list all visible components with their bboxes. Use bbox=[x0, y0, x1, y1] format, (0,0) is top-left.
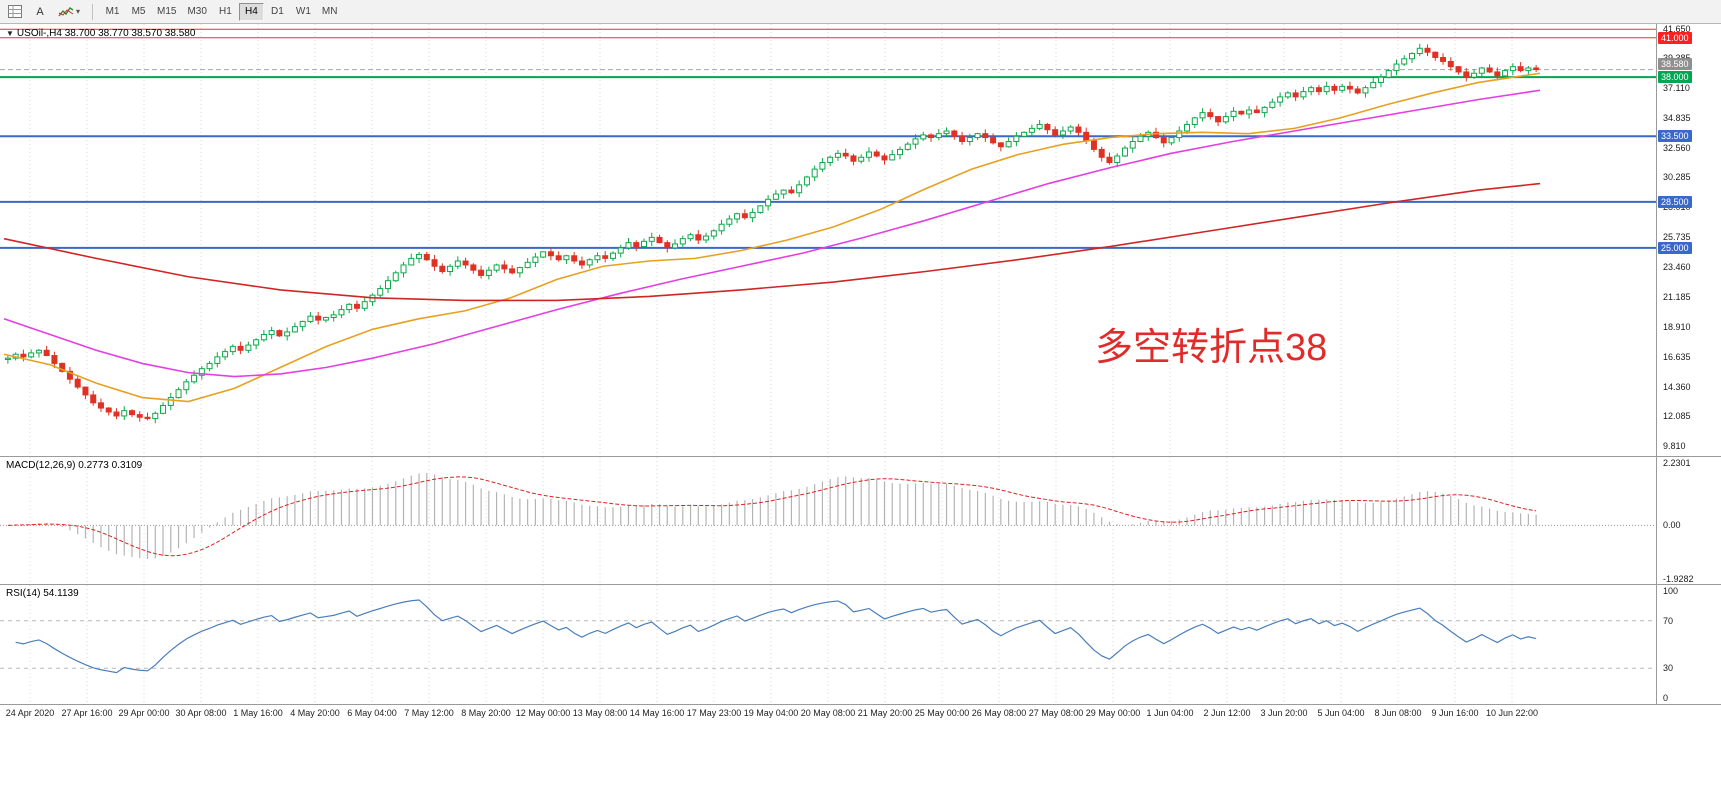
fast-ma bbox=[3, 72, 1541, 403]
symbol-dropdown-triangle-icon[interactable]: ▼ bbox=[6, 29, 14, 38]
time-axis-label: 1 Jun 04:00 bbox=[1146, 708, 1194, 718]
macd-title: MACD(12,26,9) 0.2773 0.3109 bbox=[6, 460, 143, 471]
macd-canvas[interactable] bbox=[0, 457, 1656, 584]
time-axis-label: 27 May 08:00 bbox=[1028, 708, 1084, 718]
main-chart-panel: ▼ USOil-,H4 38.700 38.770 38.570 38.580 多… bbox=[0, 24, 1721, 456]
rsi-axis-tick: 0 bbox=[1663, 693, 1669, 703]
time-axis-label: 30 Apr 08:00 bbox=[175, 708, 227, 718]
time-axis-label: 2 Jun 12:00 bbox=[1203, 708, 1251, 718]
price-axis-tick: 30.285 bbox=[1663, 172, 1691, 183]
time-axis-label: 24 Apr 2020 bbox=[5, 708, 55, 718]
timeframe-button-d1[interactable]: D1 bbox=[271, 6, 284, 17]
time-axis-label: 6 May 04:00 bbox=[347, 708, 397, 718]
price-axis-tick: 37.110 bbox=[1663, 82, 1690, 93]
price-axis-tick: 12.085 bbox=[1663, 411, 1691, 422]
time-axis-label: 13 May 08:00 bbox=[572, 708, 628, 718]
rsi-axis-tick: 100 bbox=[1663, 586, 1679, 596]
chart-grid-icon[interactable] bbox=[3, 2, 27, 22]
timeframe-button-h1[interactable]: H1 bbox=[219, 6, 232, 17]
indicators-button[interactable]: ▾ bbox=[53, 2, 85, 22]
bottom-empty-area bbox=[0, 721, 1721, 791]
time-axis-label: 8 May 20:00 bbox=[461, 708, 511, 718]
rsi-axis-tick: 70 bbox=[1663, 615, 1674, 626]
rsi-panel: RSI(14) 54.1139 100 70 30 0 bbox=[0, 584, 1721, 704]
timeframe-button-m1[interactable]: M1 bbox=[105, 6, 120, 17]
macd-axis-tick: -1.9282 bbox=[1663, 574, 1694, 584]
macd-axis-tick: 2.2301 bbox=[1663, 458, 1691, 469]
price-axis-tick: 34.835 bbox=[1663, 112, 1691, 123]
macd-axis-tick: 0.00 bbox=[1663, 520, 1681, 531]
timeframe-button-m5[interactable]: M5 bbox=[131, 6, 146, 17]
timeframe-button-h4[interactable]: H4 bbox=[238, 2, 264, 21]
time-axis-label: 19 May 04:00 bbox=[743, 708, 799, 718]
price-axis-tick: 9.810 bbox=[1663, 441, 1686, 452]
price-axis-tick: 21.185 bbox=[1663, 291, 1691, 302]
time-axis-label: 4 May 20:00 bbox=[290, 708, 340, 718]
time-axis-label: 9 Jun 16:00 bbox=[1431, 708, 1479, 718]
time-axis-label: 1 May 16:00 bbox=[233, 708, 283, 718]
time-axis-label: 8 Jun 08:00 bbox=[1374, 708, 1422, 718]
rsi-title: RSI(14) 54.1139 bbox=[6, 588, 79, 599]
price-level-flag: 28.500 bbox=[1658, 195, 1692, 208]
current-price-flag: 38.580 bbox=[1658, 57, 1692, 70]
price-axis-tick: 23.460 bbox=[1663, 262, 1691, 273]
price-level-flag: 33.500 bbox=[1658, 130, 1692, 143]
price-axis[interactable]: 41.65039.38537.11034.83532.56030.28528.0… bbox=[1656, 24, 1721, 456]
slow-ma bbox=[3, 182, 1541, 302]
time-axis-label: 29 May 00:00 bbox=[1085, 708, 1141, 718]
main-chart-canvas[interactable] bbox=[0, 24, 1656, 456]
time-axis-label: 17 May 23:00 bbox=[686, 708, 742, 718]
toolbar: A ▾ M1 M5 M15 M30 H1 H4 D1 W1 MN bbox=[0, 0, 1721, 24]
macd-signal-line bbox=[7, 476, 1537, 557]
timeframe-buttons: M1 M5 M15 M30 H1 H4 D1 W1 MN bbox=[100, 2, 342, 21]
time-axis-label: 21 May 20:00 bbox=[857, 708, 913, 718]
chevron-down-icon: ▾ bbox=[76, 7, 81, 16]
rsi-axis-tick: 30 bbox=[1663, 663, 1674, 674]
timeframe-button-m15[interactable]: M15 bbox=[157, 6, 177, 17]
time-axis-label: 27 Apr 16:00 bbox=[61, 708, 113, 718]
time-axis-label: 5 Jun 04:00 bbox=[1317, 708, 1365, 718]
chart-ohlc-title: ▼ USOil-,H4 38.700 38.770 38.570 38.580 bbox=[6, 28, 195, 39]
time-axis-label: 26 May 08:00 bbox=[971, 708, 1027, 718]
price-axis-tick: 16.635 bbox=[1663, 351, 1691, 362]
indicator-line-icon bbox=[58, 6, 74, 16]
macd-panel: MACD(12,26,9) 0.2773 0.3109 2.2301 0.00 -1… bbox=[0, 456, 1721, 584]
time-axis-label: 20 May 08:00 bbox=[800, 708, 856, 718]
time-axis[interactable]: 24 Apr 2020 27 Apr 16:00 29 Apr 00:00 30 Ap… bbox=[0, 704, 1721, 721]
timeframe-button-mn[interactable]: MN bbox=[321, 6, 338, 17]
text-tool-button[interactable]: A bbox=[36, 5, 44, 18]
price-level-flag: 41.000 bbox=[1658, 31, 1692, 44]
chart-text-annotation: 多空转折点38 bbox=[1095, 327, 1328, 369]
time-axis-label: 29 Apr 00:00 bbox=[118, 708, 170, 718]
price-axis-tick: 18.910 bbox=[1663, 321, 1691, 332]
toolbar-separator bbox=[92, 3, 94, 20]
time-axis-label: 12 May 00:00 bbox=[515, 708, 571, 718]
time-axis-label: 3 Jun 20:00 bbox=[1260, 708, 1308, 718]
price-level-flag: 38.000 bbox=[1658, 71, 1692, 84]
timeframe-button-w1[interactable]: W1 bbox=[295, 6, 311, 17]
macd-axis[interactable]: 2.2301 0.00 -1.9282 bbox=[1656, 457, 1721, 584]
rsi-axis[interactable]: 100 70 30 0 bbox=[1656, 585, 1721, 704]
medium-ma bbox=[3, 89, 1541, 378]
time-axis-label: 10 Jun 22:00 bbox=[1485, 708, 1539, 718]
price-axis-tick: 14.360 bbox=[1663, 381, 1691, 392]
price-axis-tick: 32.560 bbox=[1663, 142, 1691, 153]
time-axis-label: 25 May 00:00 bbox=[914, 708, 970, 718]
time-axis-label: 7 May 12:00 bbox=[404, 708, 454, 718]
chart-ohlc-text: USOil-,H4 38.700 38.770 38.570 38.580 bbox=[16, 28, 196, 39]
rsi-canvas[interactable] bbox=[0, 585, 1656, 704]
price-axis-tick: 25.735 bbox=[1663, 232, 1691, 243]
timeframe-button-m30[interactable]: M30 bbox=[187, 6, 207, 17]
rsi-line bbox=[15, 599, 1537, 674]
time-axis-label: 14 May 16:00 bbox=[629, 708, 685, 718]
price-level-flag: 25.000 bbox=[1658, 241, 1692, 254]
price-axis-tick: 41.650 bbox=[1663, 24, 1691, 34]
